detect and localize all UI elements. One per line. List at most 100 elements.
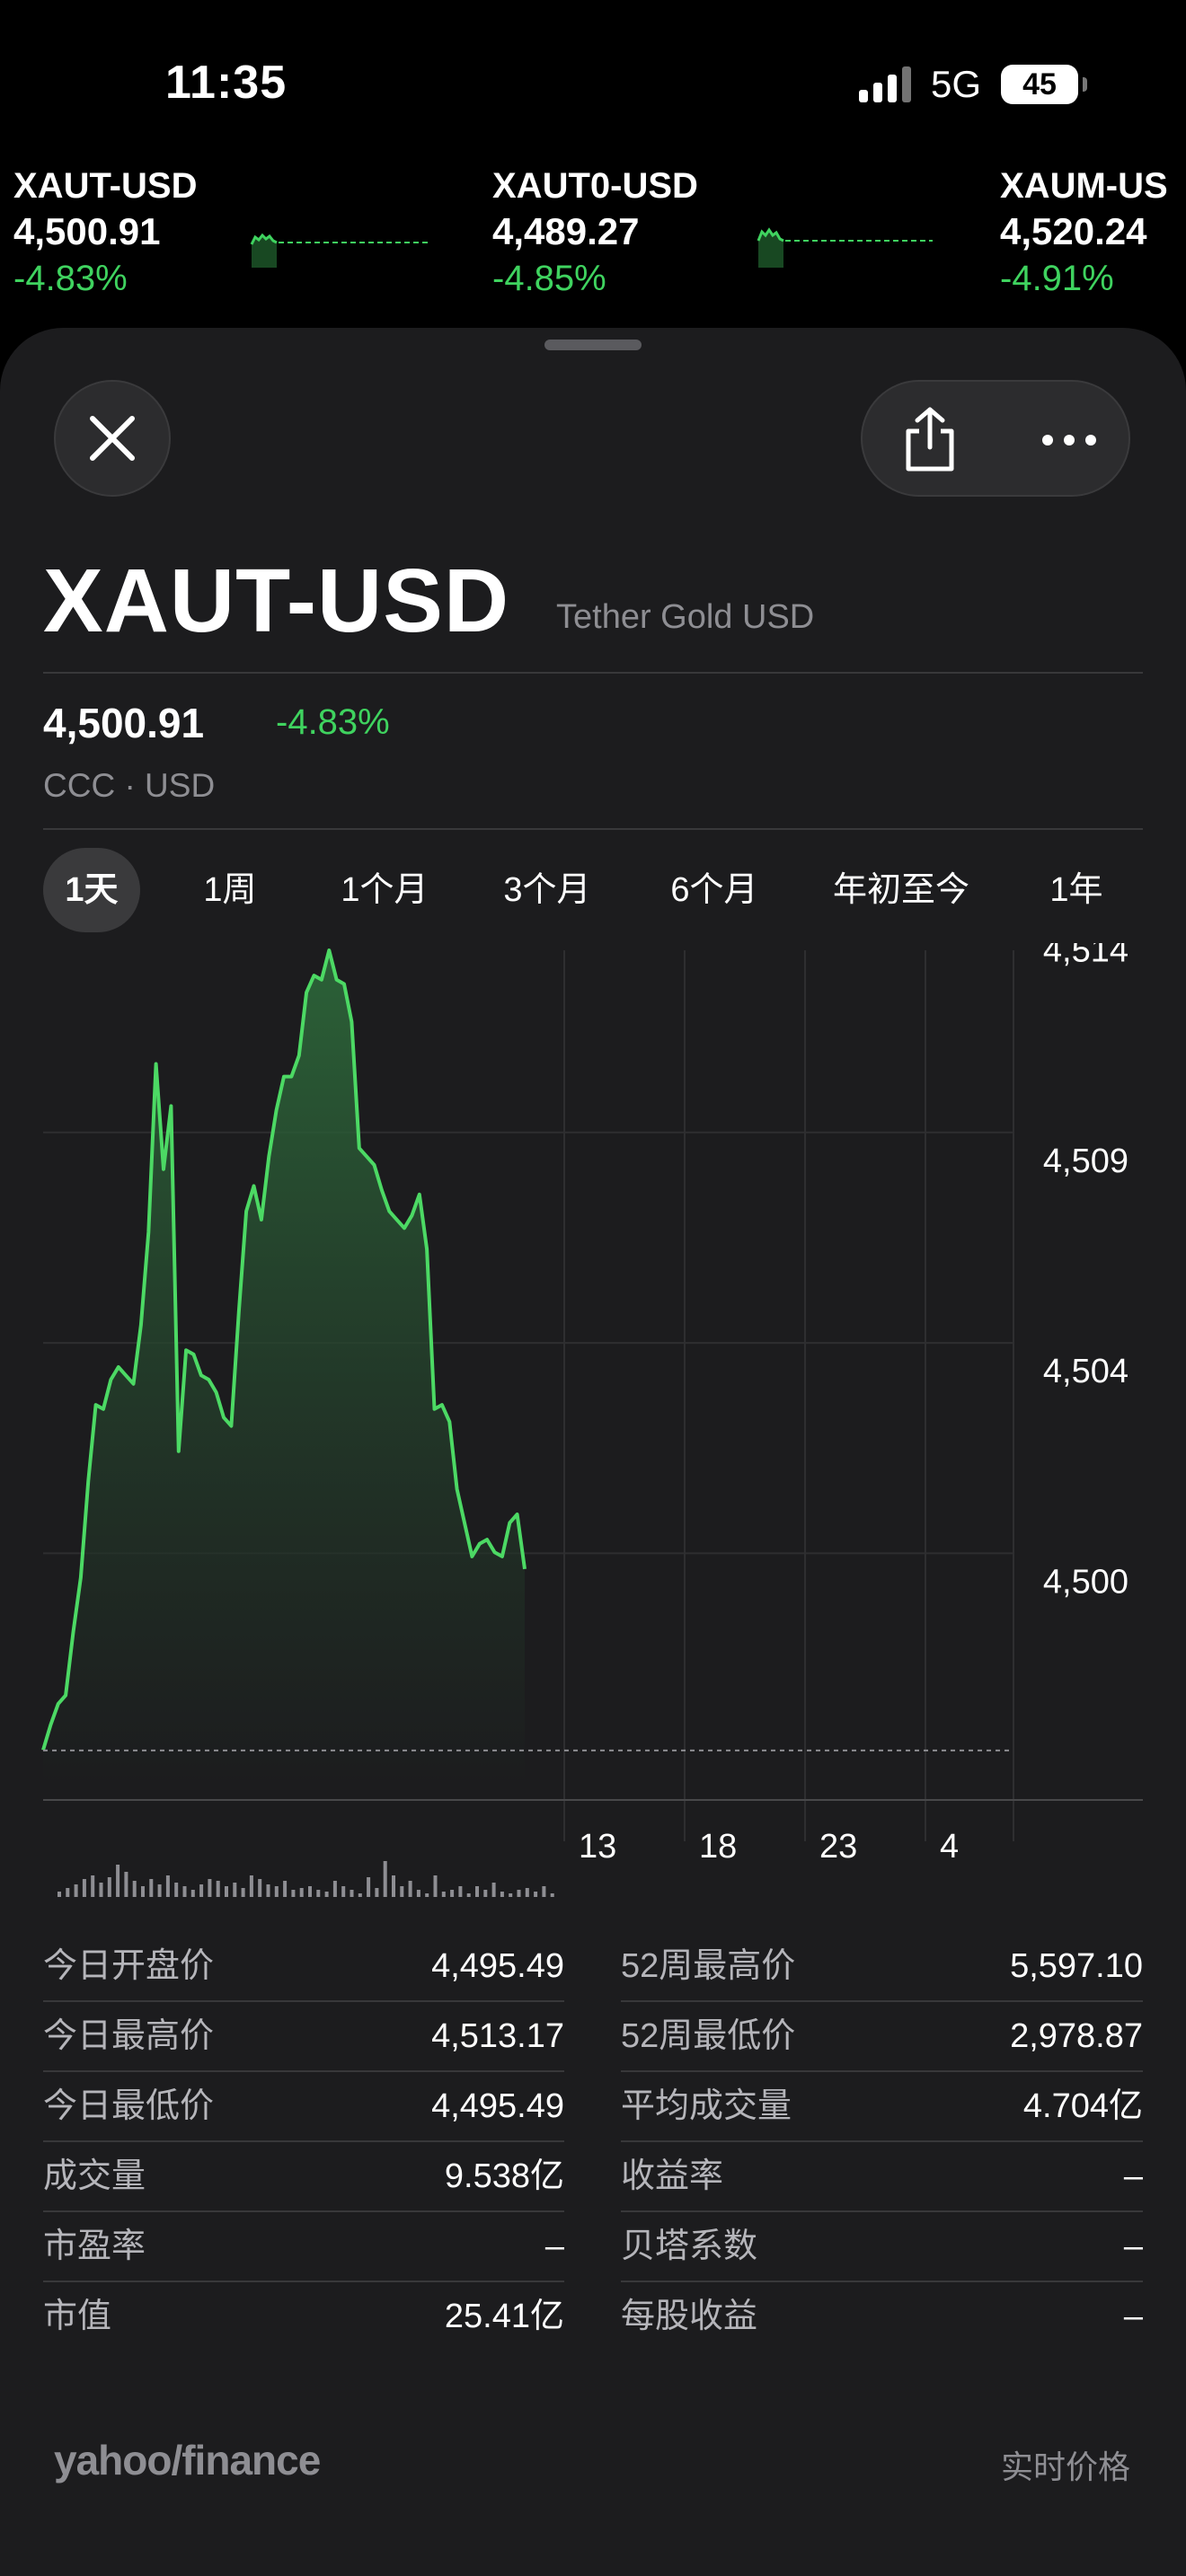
stat-beta: 贝塔系数 – <box>621 2228 1143 2265</box>
battery-level: 45 <box>1022 67 1057 101</box>
volume-bar <box>116 1865 120 1897</box>
share-button[interactable] <box>890 400 970 481</box>
x-tick-label: 23 <box>819 1828 857 1866</box>
volume-bar <box>408 1881 412 1897</box>
yahoo-finance-logo[interactable]: yahoo/finance <box>54 2437 321 2483</box>
volume-bar <box>358 1893 362 1897</box>
ticker-price: 4,520.24 <box>1000 210 1147 252</box>
volume-bar <box>375 1888 379 1897</box>
volume-bar <box>475 1886 479 1897</box>
sheet-grabber[interactable] <box>544 340 642 350</box>
volume-bar <box>400 1886 404 1897</box>
volume-bar <box>350 1890 354 1897</box>
stat-avg-volume: 平均成交量 4.704亿 <box>621 2087 1143 2125</box>
ticker-sparkline <box>757 227 933 268</box>
divider <box>43 672 1143 674</box>
actions-group <box>861 380 1130 497</box>
volume-bar <box>208 1879 212 1897</box>
ticker-item[interactable]: XAUM-US 4,520.24 -4.91% <box>1000 166 1186 299</box>
stat-volume: 成交量 9.538亿 <box>43 2157 564 2195</box>
ticker-price: 4,489.27 <box>492 210 640 252</box>
volume-bar <box>542 1886 546 1897</box>
stat-day-high: 今日最高价 4,513.17 <box>43 2017 564 2055</box>
volume-bar <box>383 1861 387 1897</box>
volume-bar <box>249 1875 253 1897</box>
more-button[interactable] <box>1024 400 1114 481</box>
volume-bar <box>332 1881 337 1897</box>
volume-bar <box>466 1893 471 1897</box>
signal-icon <box>858 66 911 102</box>
volume-bar <box>174 1883 179 1897</box>
volume-bar <box>483 1890 488 1897</box>
x-tick-label: 13 <box>579 1828 616 1866</box>
tab-1d[interactable]: 1天 <box>43 848 140 932</box>
tab-1m[interactable]: 1个月 <box>341 871 429 909</box>
status-time: 11:35 <box>165 57 288 109</box>
volume-bar <box>149 1879 154 1897</box>
volume-bar <box>157 1884 162 1897</box>
volume-bar <box>291 1890 296 1897</box>
volume-bar <box>316 1890 321 1897</box>
battery-icon: 45 <box>1001 65 1087 104</box>
tab-1w[interactable]: 1周 <box>203 871 257 909</box>
x-tick-label: 4 <box>940 1828 959 1866</box>
volume-bar <box>266 1884 270 1897</box>
volume-bar <box>433 1875 438 1897</box>
volume-bar <box>509 1893 513 1897</box>
volume-bar <box>416 1890 420 1897</box>
tab-3m[interactable]: 3个月 <box>503 871 591 909</box>
volume-bar <box>190 1890 195 1897</box>
y-tick-label: 4,504 <box>1043 1353 1128 1390</box>
y-tick-label: 4,514 <box>1043 943 1128 969</box>
status-indicators: 5G 45 <box>858 63 1087 106</box>
volume-bar <box>283 1881 288 1897</box>
tab-1y[interactable]: 1年 <box>1049 871 1103 909</box>
exchange-currency: CCC · USD <box>43 767 216 804</box>
stat-52w-high: 52周最高价 5,597.10 <box>621 1947 1143 1985</box>
volume-bar <box>308 1886 312 1897</box>
y-tick-label: 4,509 <box>1043 1142 1128 1180</box>
ticker-item[interactable]: XAUT0-USD 4,489.27 -4.85% <box>492 166 698 299</box>
price-chart[interactable]: 4,514 4,509 4,504 4,500 13 18 23 4 <box>0 943 1186 1904</box>
stat-52w-low: 52周最低价 2,978.87 <box>621 2017 1143 2055</box>
volume-bar <box>199 1884 204 1897</box>
volume-bar <box>299 1888 304 1897</box>
volume-bar <box>525 1888 529 1897</box>
volume-bar <box>500 1892 504 1897</box>
volume-bar <box>491 1883 496 1897</box>
network-type: 5G <box>930 63 981 105</box>
tab-ytd[interactable]: 年初至今 <box>832 871 969 909</box>
share-icon <box>906 407 954 472</box>
range-tabs: 1天 1周 1个月 3个月 6个月 年初至今 1年 <box>0 848 1186 932</box>
stat-pe: 市盈率 – <box>43 2228 564 2265</box>
price-change: -4.83% <box>276 702 390 742</box>
close-icon <box>90 416 135 461</box>
volume-bar <box>99 1883 103 1897</box>
volume-bar <box>274 1886 279 1897</box>
tab-6m[interactable]: 6个月 <box>670 871 758 909</box>
close-button[interactable] <box>54 380 171 497</box>
volume-bar <box>550 1893 554 1897</box>
volume-bar <box>74 1884 78 1897</box>
volume-bar <box>107 1877 111 1897</box>
volume-bar <box>324 1892 329 1897</box>
volume-bar <box>458 1886 463 1897</box>
asset-name: Tether Gold USD <box>556 598 815 636</box>
volume-bar <box>182 1886 187 1897</box>
ticker-symbol: XAUT-USD <box>13 166 198 206</box>
volume-bar <box>141 1886 145 1897</box>
realtime-price-note: 实时价格 <box>1000 2448 1130 2485</box>
ticker-price: 4,500.91 <box>13 210 161 252</box>
ticker-item[interactable]: XAUT-USD 4,500.91 -4.83% <box>13 166 197 299</box>
volume-bar <box>341 1886 346 1897</box>
volume-bar <box>91 1875 95 1897</box>
price-line <box>41 948 527 1751</box>
divider <box>43 828 1143 830</box>
y-tick-label: 4,500 <box>1043 1563 1128 1601</box>
price-area <box>43 950 525 1787</box>
volume-bar <box>517 1890 521 1897</box>
volume-bar <box>241 1888 245 1897</box>
stat-open: 今日开盘价 4,495.49 <box>43 1947 564 1985</box>
ticker-change: -4.91% <box>1000 259 1114 298</box>
stat-market-cap: 市值 25.41亿 <box>43 2298 564 2335</box>
